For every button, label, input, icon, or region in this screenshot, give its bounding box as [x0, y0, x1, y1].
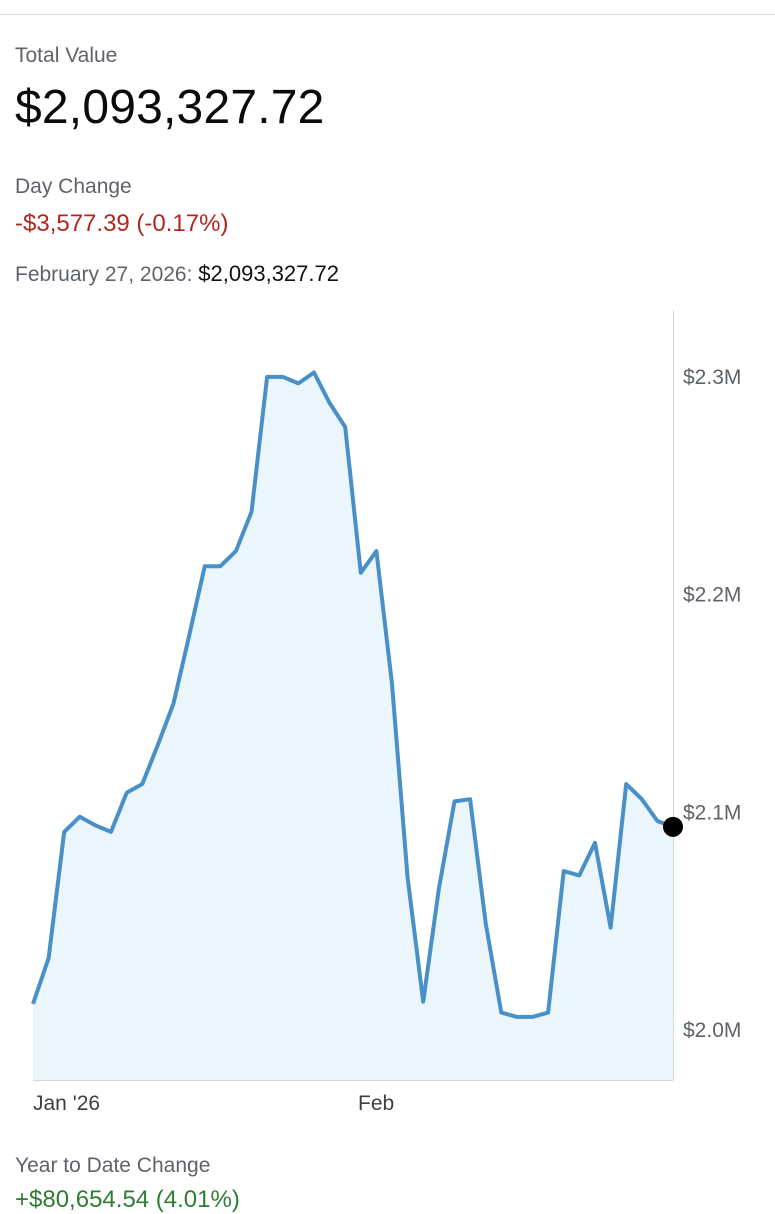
x-tick-label: Jan '26: [33, 1092, 100, 1115]
y-tick-label: $2.1M: [683, 801, 741, 824]
selected-date-row: February 27, 2026: $2,093,327.72: [15, 261, 339, 287]
x-tick-label: Feb: [358, 1092, 394, 1115]
ytd-change-value: +$80,654.54 (4.01%): [15, 1186, 240, 1213]
y-tick-label: $2.3M: [683, 366, 741, 389]
value-area-fill: [33, 372, 673, 1080]
selected-date-label: February 27, 2026:: [15, 263, 193, 286]
top-divider: [0, 14, 775, 15]
y-tick-label: $2.0M: [683, 1019, 741, 1042]
total-value: $2,093,327.72: [15, 81, 325, 134]
day-change-label: Day Change: [15, 175, 132, 198]
value-line: [31, 370, 674, 1019]
chart-svg[interactable]: $2.0M $2.1M $2.2M $2.3M Jan '26 Feb: [0, 300, 775, 1130]
selected-point-marker[interactable]: [663, 816, 683, 837]
ytd-change-label: Year to Date Change: [15, 1154, 211, 1177]
y-tick-label: $2.2M: [683, 584, 741, 607]
day-change-value: -$3,577.39 (-0.17%): [15, 210, 229, 237]
portfolio-value-chart[interactable]: $2.0M $2.1M $2.2M $2.3M Jan '26 Feb: [0, 300, 775, 1130]
selected-date-value: $2,093,327.72: [198, 261, 339, 286]
total-value-label: Total Value: [15, 44, 118, 67]
